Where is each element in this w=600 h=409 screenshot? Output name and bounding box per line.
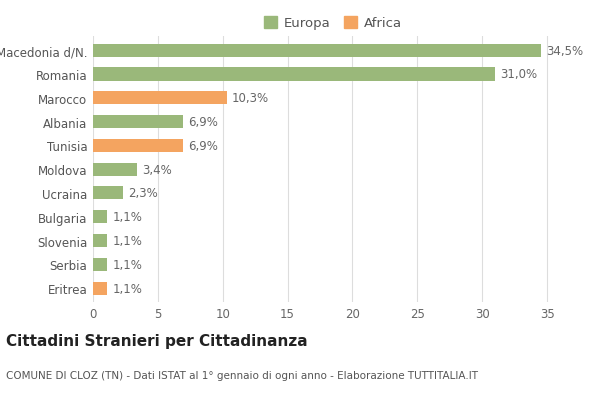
Text: Cittadini Stranieri per Cittadinanza: Cittadini Stranieri per Cittadinanza xyxy=(6,333,308,348)
Text: 10,3%: 10,3% xyxy=(232,92,269,105)
Bar xyxy=(93,92,227,105)
Text: 1,1%: 1,1% xyxy=(112,258,142,271)
Text: 1,1%: 1,1% xyxy=(112,211,142,224)
Bar xyxy=(93,116,182,129)
Bar xyxy=(93,139,182,153)
Bar xyxy=(93,163,137,176)
Text: 1,1%: 1,1% xyxy=(112,234,142,247)
Text: 1,1%: 1,1% xyxy=(112,282,142,295)
Bar xyxy=(93,187,123,200)
Text: 2,3%: 2,3% xyxy=(128,187,158,200)
Text: 3,4%: 3,4% xyxy=(142,163,172,176)
Text: 34,5%: 34,5% xyxy=(546,45,583,58)
Bar xyxy=(93,258,107,271)
Text: 6,9%: 6,9% xyxy=(188,116,218,129)
Bar xyxy=(93,234,107,247)
Bar xyxy=(93,282,107,295)
Text: 6,9%: 6,9% xyxy=(188,139,218,153)
Bar xyxy=(93,45,541,58)
Bar xyxy=(93,211,107,224)
Legend: Europa, Africa: Europa, Africa xyxy=(259,11,407,36)
Text: COMUNE DI CLOZ (TN) - Dati ISTAT al 1° gennaio di ogni anno - Elaborazione TUTTI: COMUNE DI CLOZ (TN) - Dati ISTAT al 1° g… xyxy=(6,370,478,380)
Bar xyxy=(93,68,495,81)
Text: 31,0%: 31,0% xyxy=(500,68,538,81)
